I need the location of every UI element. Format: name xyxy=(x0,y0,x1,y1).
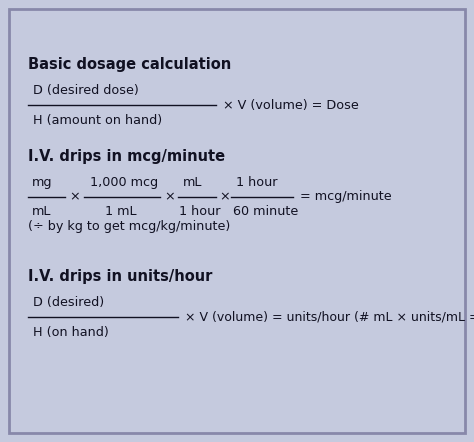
Text: Basic dosage calculation: Basic dosage calculation xyxy=(28,57,232,72)
Text: mL: mL xyxy=(32,205,52,218)
Text: H (amount on hand): H (amount on hand) xyxy=(33,114,162,127)
Text: 1 hour: 1 hour xyxy=(179,205,221,218)
Text: mL: mL xyxy=(182,176,202,189)
Text: 1,000 mcg: 1,000 mcg xyxy=(90,176,158,189)
Text: D (desired dose): D (desired dose) xyxy=(33,84,139,97)
Text: mg: mg xyxy=(32,176,53,189)
Text: I.V. drips in units/hour: I.V. drips in units/hour xyxy=(28,269,213,284)
Text: = mcg/minute: = mcg/minute xyxy=(300,190,391,203)
Text: × V (volume) = units/hour (# mL × units/mL = dose): × V (volume) = units/hour (# mL × units/… xyxy=(185,311,474,324)
Text: ×: × xyxy=(70,190,80,203)
Text: ×: × xyxy=(164,190,175,203)
Text: H (on hand): H (on hand) xyxy=(33,326,109,339)
Text: × V (volume) = Dose: × V (volume) = Dose xyxy=(223,99,358,112)
Text: I.V. drips in mcg/minute: I.V. drips in mcg/minute xyxy=(28,149,226,164)
Text: 1 hour: 1 hour xyxy=(236,176,278,189)
Text: ×: × xyxy=(219,190,230,203)
Text: D (desired): D (desired) xyxy=(33,296,104,309)
Text: 1 mL: 1 mL xyxy=(105,205,137,218)
Text: (÷ by kg to get mcg/kg/minute): (÷ by kg to get mcg/kg/minute) xyxy=(28,220,231,233)
Text: 60 minute: 60 minute xyxy=(233,205,299,218)
